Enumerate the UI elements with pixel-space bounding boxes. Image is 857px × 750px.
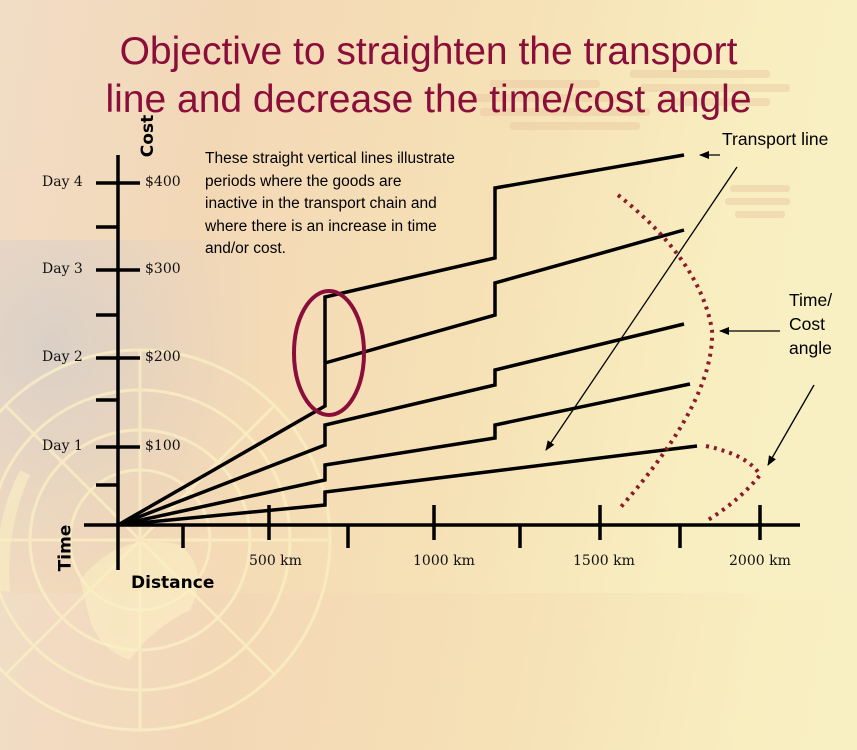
tick-cost-400: $400	[145, 174, 181, 190]
transport-line-1	[117, 153, 685, 527]
distance-axis-label: Distance	[131, 573, 215, 593]
tick-cost-100: $100	[145, 438, 181, 454]
annotation-arrows	[545, 151, 815, 466]
tick-day-4: Day 4	[42, 174, 83, 190]
tick-day-3: Day 3	[42, 261, 83, 277]
time-cost-angle-curves	[616, 193, 763, 522]
transport-line-4	[117, 382, 691, 527]
cost-axis-label: Cost	[138, 114, 159, 158]
tick-1000km: 1000 km	[413, 553, 475, 569]
time-cost-distance-chart	[84, 151, 815, 570]
world-map-decoration	[470, 70, 790, 218]
time-cost-angle-label: Time/ Cost angle	[789, 288, 832, 360]
arrow-angle-small	[767, 384, 815, 466]
slide-title: Objective to straighten the transport li…	[0, 28, 857, 124]
transport-line-5	[117, 444, 698, 527]
tick-500km: 500 km	[249, 553, 302, 569]
angle-label-line-3: angle	[789, 338, 832, 358]
transport-line-2	[324, 228, 685, 365]
time-axis-label: Time	[55, 524, 76, 572]
tick-day-1: Day 1	[42, 438, 83, 454]
tick-2000km: 2000 km	[729, 553, 791, 569]
background-shade	[0, 240, 260, 593]
angle-label-line-2: Cost	[789, 314, 825, 334]
vertical-lines-note: These straight vertical lines illustrate…	[205, 150, 455, 257]
angle-label-line-1: Time/	[789, 290, 833, 310]
title-line-2: line and decrease the time/cost angle	[105, 78, 752, 121]
axes	[84, 155, 800, 570]
tick-day-2: Day 2	[42, 349, 83, 365]
transport-line-label: Transport line	[722, 129, 829, 149]
title-line-1: Objective to straighten the transport	[119, 30, 738, 73]
angle-curve-small	[705, 444, 763, 522]
angle-curve-large	[616, 193, 715, 510]
tick-1500km: 1500 km	[573, 553, 635, 569]
tick-cost-200: $200	[145, 349, 181, 365]
tick-cost-300: $300	[145, 261, 181, 277]
transport-lines	[117, 153, 698, 527]
vertical-line-highlight-ellipse	[292, 289, 366, 417]
arrow-diagonal	[545, 166, 738, 451]
transport-line-3	[117, 322, 685, 527]
